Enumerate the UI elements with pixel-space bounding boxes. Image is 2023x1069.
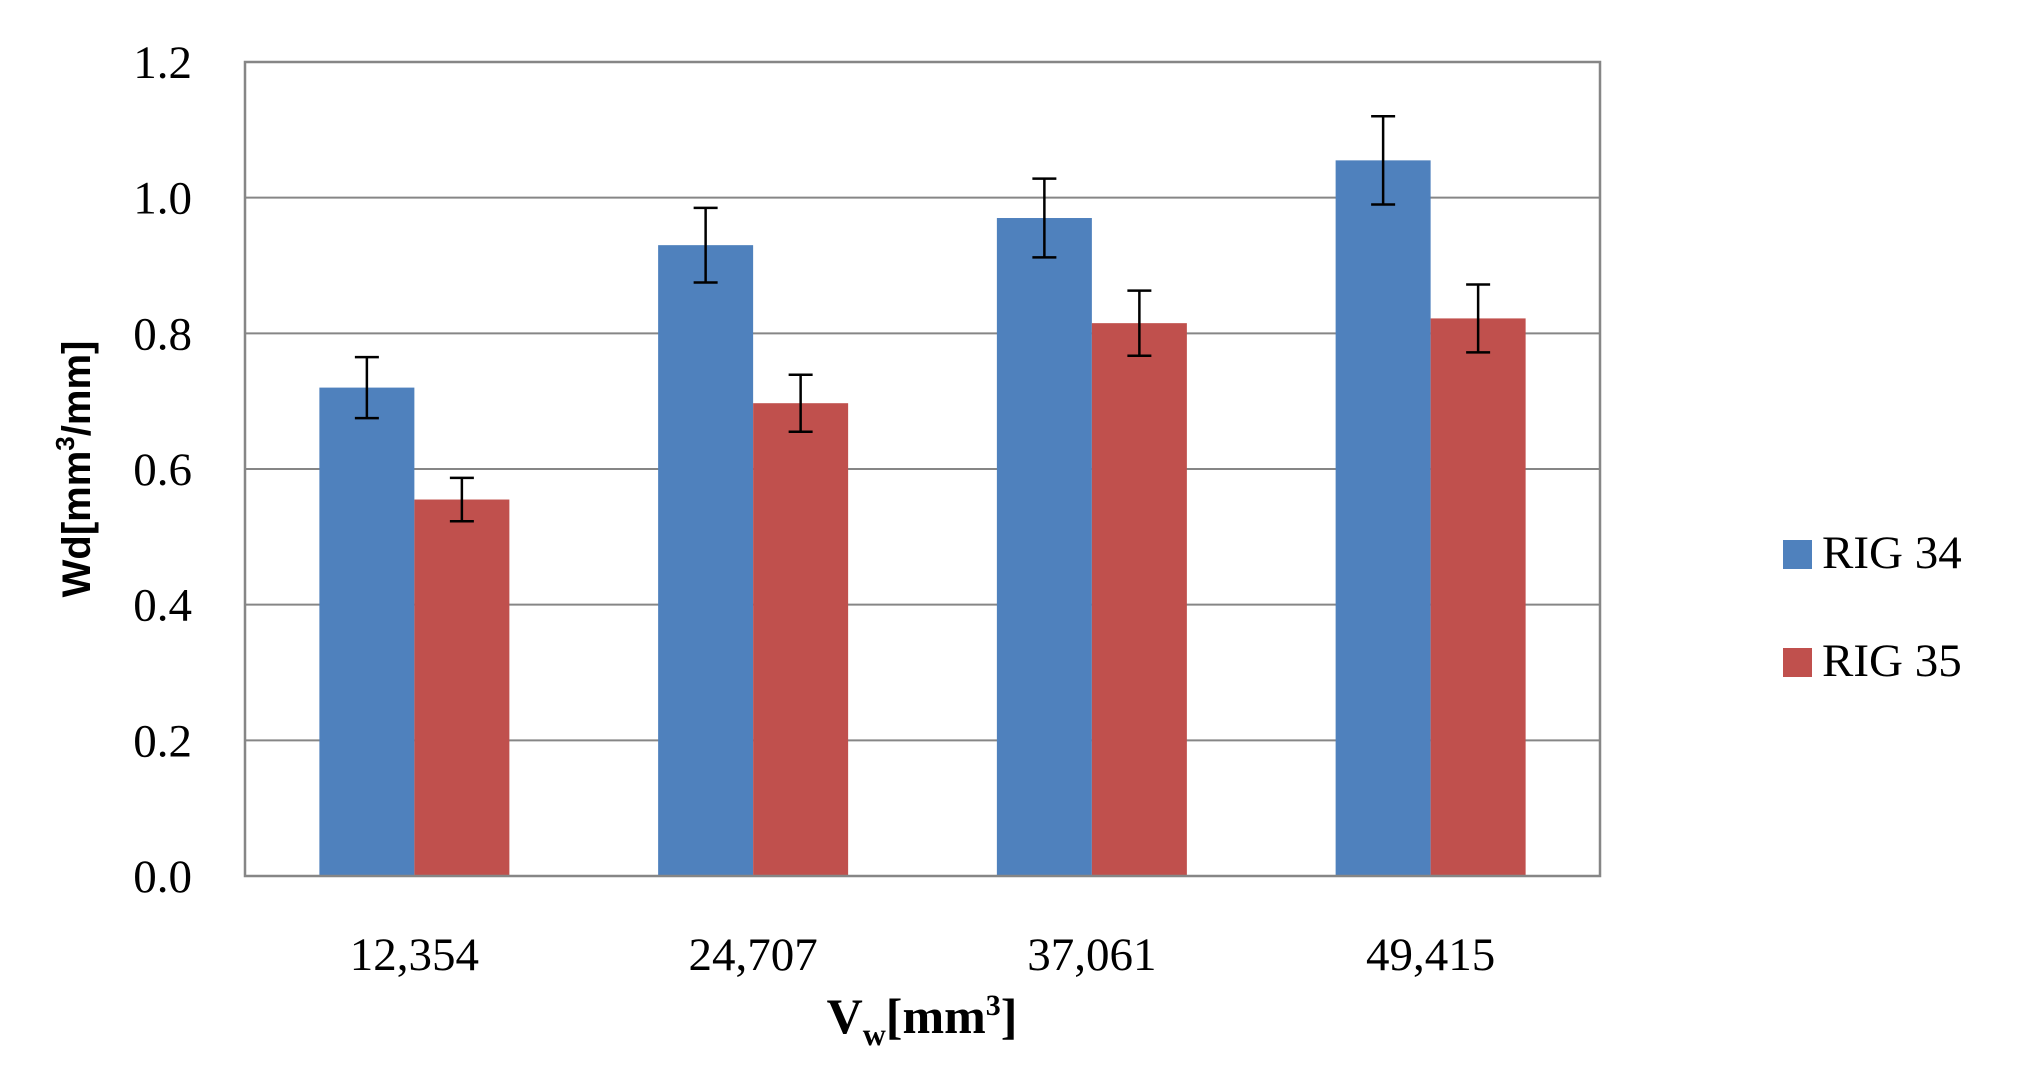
y-tick-label: 0.2 (133, 715, 192, 767)
x-tick-label: 49,415 (1366, 929, 1495, 981)
y-tick-label: 0.8 (133, 308, 192, 360)
bar-rig-34 (1335, 160, 1431, 876)
y-tick-label: 0.0 (133, 851, 192, 903)
plot-border (243, 60, 1602, 878)
bar-rig-35 (414, 499, 510, 876)
y-tick-label: 0.4 (133, 580, 192, 632)
error-bar (693, 206, 718, 284)
legend: RIG 34 RIG 35 (1783, 527, 1962, 687)
x-axis-ticks: 12,354 24,707 37,061 49,415 (350, 929, 1496, 981)
error-bar (1032, 177, 1057, 259)
y-tick-label: 1.0 (133, 173, 192, 225)
x-axis-label: Vw[mm3] (827, 988, 1018, 1052)
error-bar (1127, 289, 1152, 357)
error-bar (1466, 283, 1491, 354)
x-tick-label: 37,061 (1027, 929, 1156, 981)
legend-swatch-rig-35 (1783, 648, 1812, 677)
legend-label: RIG 35 (1822, 635, 1962, 687)
error-bar (354, 355, 379, 420)
bar-rig-35 (1430, 318, 1526, 876)
y-axis-label: Wd[mm3/mm] (50, 341, 99, 598)
error-bar (1371, 115, 1396, 206)
error-bars-group (354, 115, 1491, 523)
bar-rig-34 (319, 387, 415, 876)
y-tick-label: 1.2 (133, 37, 192, 89)
legend-swatch-rig-34 (1783, 540, 1812, 569)
x-tick-label: 24,707 (689, 929, 818, 981)
x-tick-label: 12,354 (350, 929, 479, 981)
error-bar (788, 373, 813, 433)
bar-rig-35 (753, 403, 849, 876)
legend-label: RIG 34 (1822, 527, 1962, 579)
error-bar (449, 476, 474, 523)
y-tick-label: 0.6 (133, 444, 192, 496)
bar-rig-34 (658, 245, 754, 876)
bar-rig-34 (996, 218, 1092, 876)
y-axis-ticks: 0.0 0.2 0.4 0.6 0.8 1.0 1.2 (133, 37, 192, 903)
bars-group (319, 160, 1526, 876)
bar-rig-35 (1091, 323, 1187, 876)
